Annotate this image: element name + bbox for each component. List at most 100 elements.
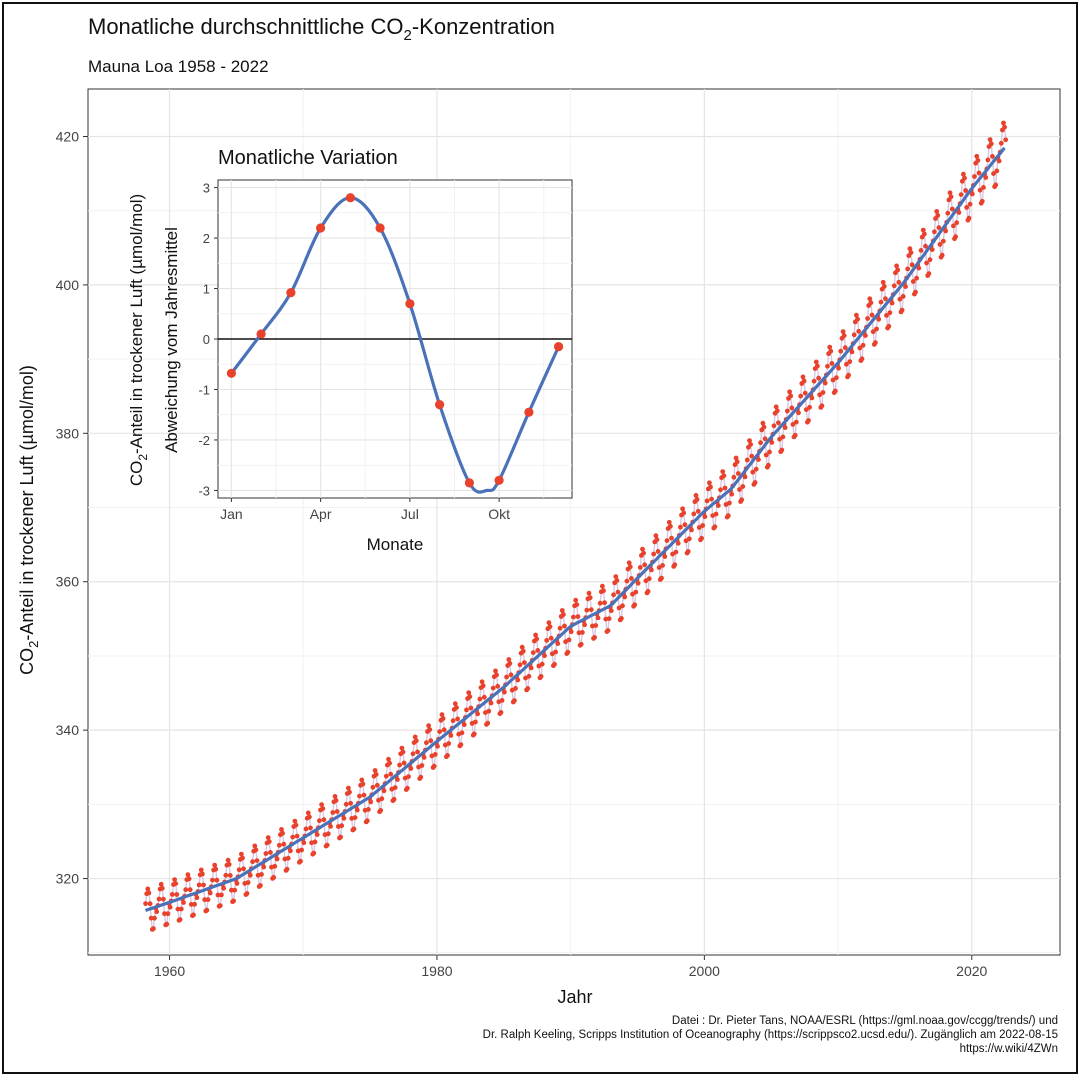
monthly-point (907, 246, 913, 252)
monthly-point (954, 220, 960, 226)
monthly-point (410, 751, 416, 757)
monthly-point (686, 536, 692, 542)
monthly-point (887, 310, 893, 316)
inset-month-point (405, 299, 415, 309)
monthly-point (271, 875, 277, 880)
monthly-point (194, 895, 200, 901)
monthly-point (351, 826, 357, 832)
monthly-point (956, 210, 962, 215)
monthly-point (298, 858, 303, 864)
monthly-point (158, 881, 164, 887)
monthly-point (258, 883, 263, 888)
monthly-point (354, 807, 360, 813)
inset-y-axis-label-1: CO2-Anteil in trockener Luft (µmol/mol) (127, 194, 150, 486)
monthly-point (881, 284, 887, 289)
monthly-point (280, 830, 285, 836)
monthly-point (522, 660, 527, 665)
monthly-point (580, 630, 585, 635)
monthly-point (947, 190, 953, 196)
monthly-point (702, 514, 708, 520)
monthly-point (568, 629, 574, 635)
monthly-point (809, 395, 815, 401)
monthly-point (159, 885, 165, 891)
monthly-point (747, 438, 752, 443)
monthly-point (977, 187, 983, 193)
monthly-point (308, 825, 313, 831)
monthly-point (829, 361, 835, 366)
monthly-point (721, 473, 727, 479)
monthly-point (680, 506, 685, 512)
monthly-point (922, 231, 927, 237)
monthly-point (343, 801, 349, 807)
monthly-point (790, 422, 796, 427)
monthly-point (740, 484, 746, 489)
monthly-point (490, 685, 496, 691)
monthly-point (605, 628, 611, 633)
monthly-point (250, 859, 256, 865)
monthly-point (963, 188, 968, 193)
inset-month-point (375, 223, 385, 233)
monthly-point (231, 898, 237, 904)
monthly-point (761, 424, 767, 430)
monthly-point (958, 192, 964, 198)
inset-x-tick-label: Okt (488, 506, 510, 522)
monthly-point (379, 796, 385, 802)
monthly-point (860, 342, 866, 348)
monthly-point (822, 380, 828, 386)
monthly-point (849, 349, 855, 355)
monthly-point (467, 694, 473, 700)
monthly-point (807, 404, 812, 410)
monthly-point (825, 363, 830, 369)
monthly-point (391, 796, 397, 802)
monthly-point (325, 831, 331, 837)
monthly-point (964, 205, 970, 210)
monthly-point (388, 771, 394, 777)
monthly-point (186, 876, 192, 882)
monthly-point (448, 733, 454, 738)
monthly-point (856, 328, 862, 334)
monthly-point (452, 701, 458, 707)
monthly-point (771, 423, 777, 429)
monthly-point (792, 432, 798, 438)
monthly-point (865, 316, 870, 321)
monthly-point (819, 403, 825, 409)
monthly-point (614, 578, 620, 583)
monthly-point (154, 909, 160, 915)
inset-y-tick-label: 2 (203, 231, 210, 246)
inset-month-point (464, 478, 474, 488)
monthly-point (165, 911, 171, 917)
monthly-point (655, 549, 661, 554)
inset-month-point (494, 475, 504, 485)
monthly-point (502, 689, 507, 695)
monthly-point (441, 727, 447, 733)
monthly-point (653, 533, 659, 539)
monthly-point (234, 881, 240, 886)
monthly-point (196, 882, 202, 888)
monthly-point (213, 866, 219, 872)
monthly-point (334, 809, 340, 814)
monthly-point (508, 672, 514, 678)
monthly-point (268, 850, 273, 855)
y-tick-label: 400 (56, 277, 80, 293)
monthly-point (328, 824, 333, 829)
monthly-point (595, 615, 601, 621)
monthly-point (827, 344, 833, 350)
y-tick-label: 420 (56, 128, 80, 144)
monthly-point (626, 560, 632, 566)
monthly-point (867, 296, 873, 302)
monthly-point (454, 705, 459, 710)
monthly-point (320, 806, 326, 811)
monthly-point (538, 674, 544, 679)
monthly-point (392, 785, 398, 790)
monthly-point (539, 661, 545, 667)
monthly-point (542, 653, 547, 659)
monthly-point (1003, 137, 1009, 143)
monthly-point (244, 891, 250, 896)
monthly-point (787, 389, 792, 395)
monthly-point (386, 756, 391, 762)
monthly-point (217, 903, 223, 908)
monthly-point (401, 760, 407, 766)
monthly-point (896, 279, 902, 285)
monthly-point (468, 705, 474, 711)
monthly-point (338, 834, 343, 840)
